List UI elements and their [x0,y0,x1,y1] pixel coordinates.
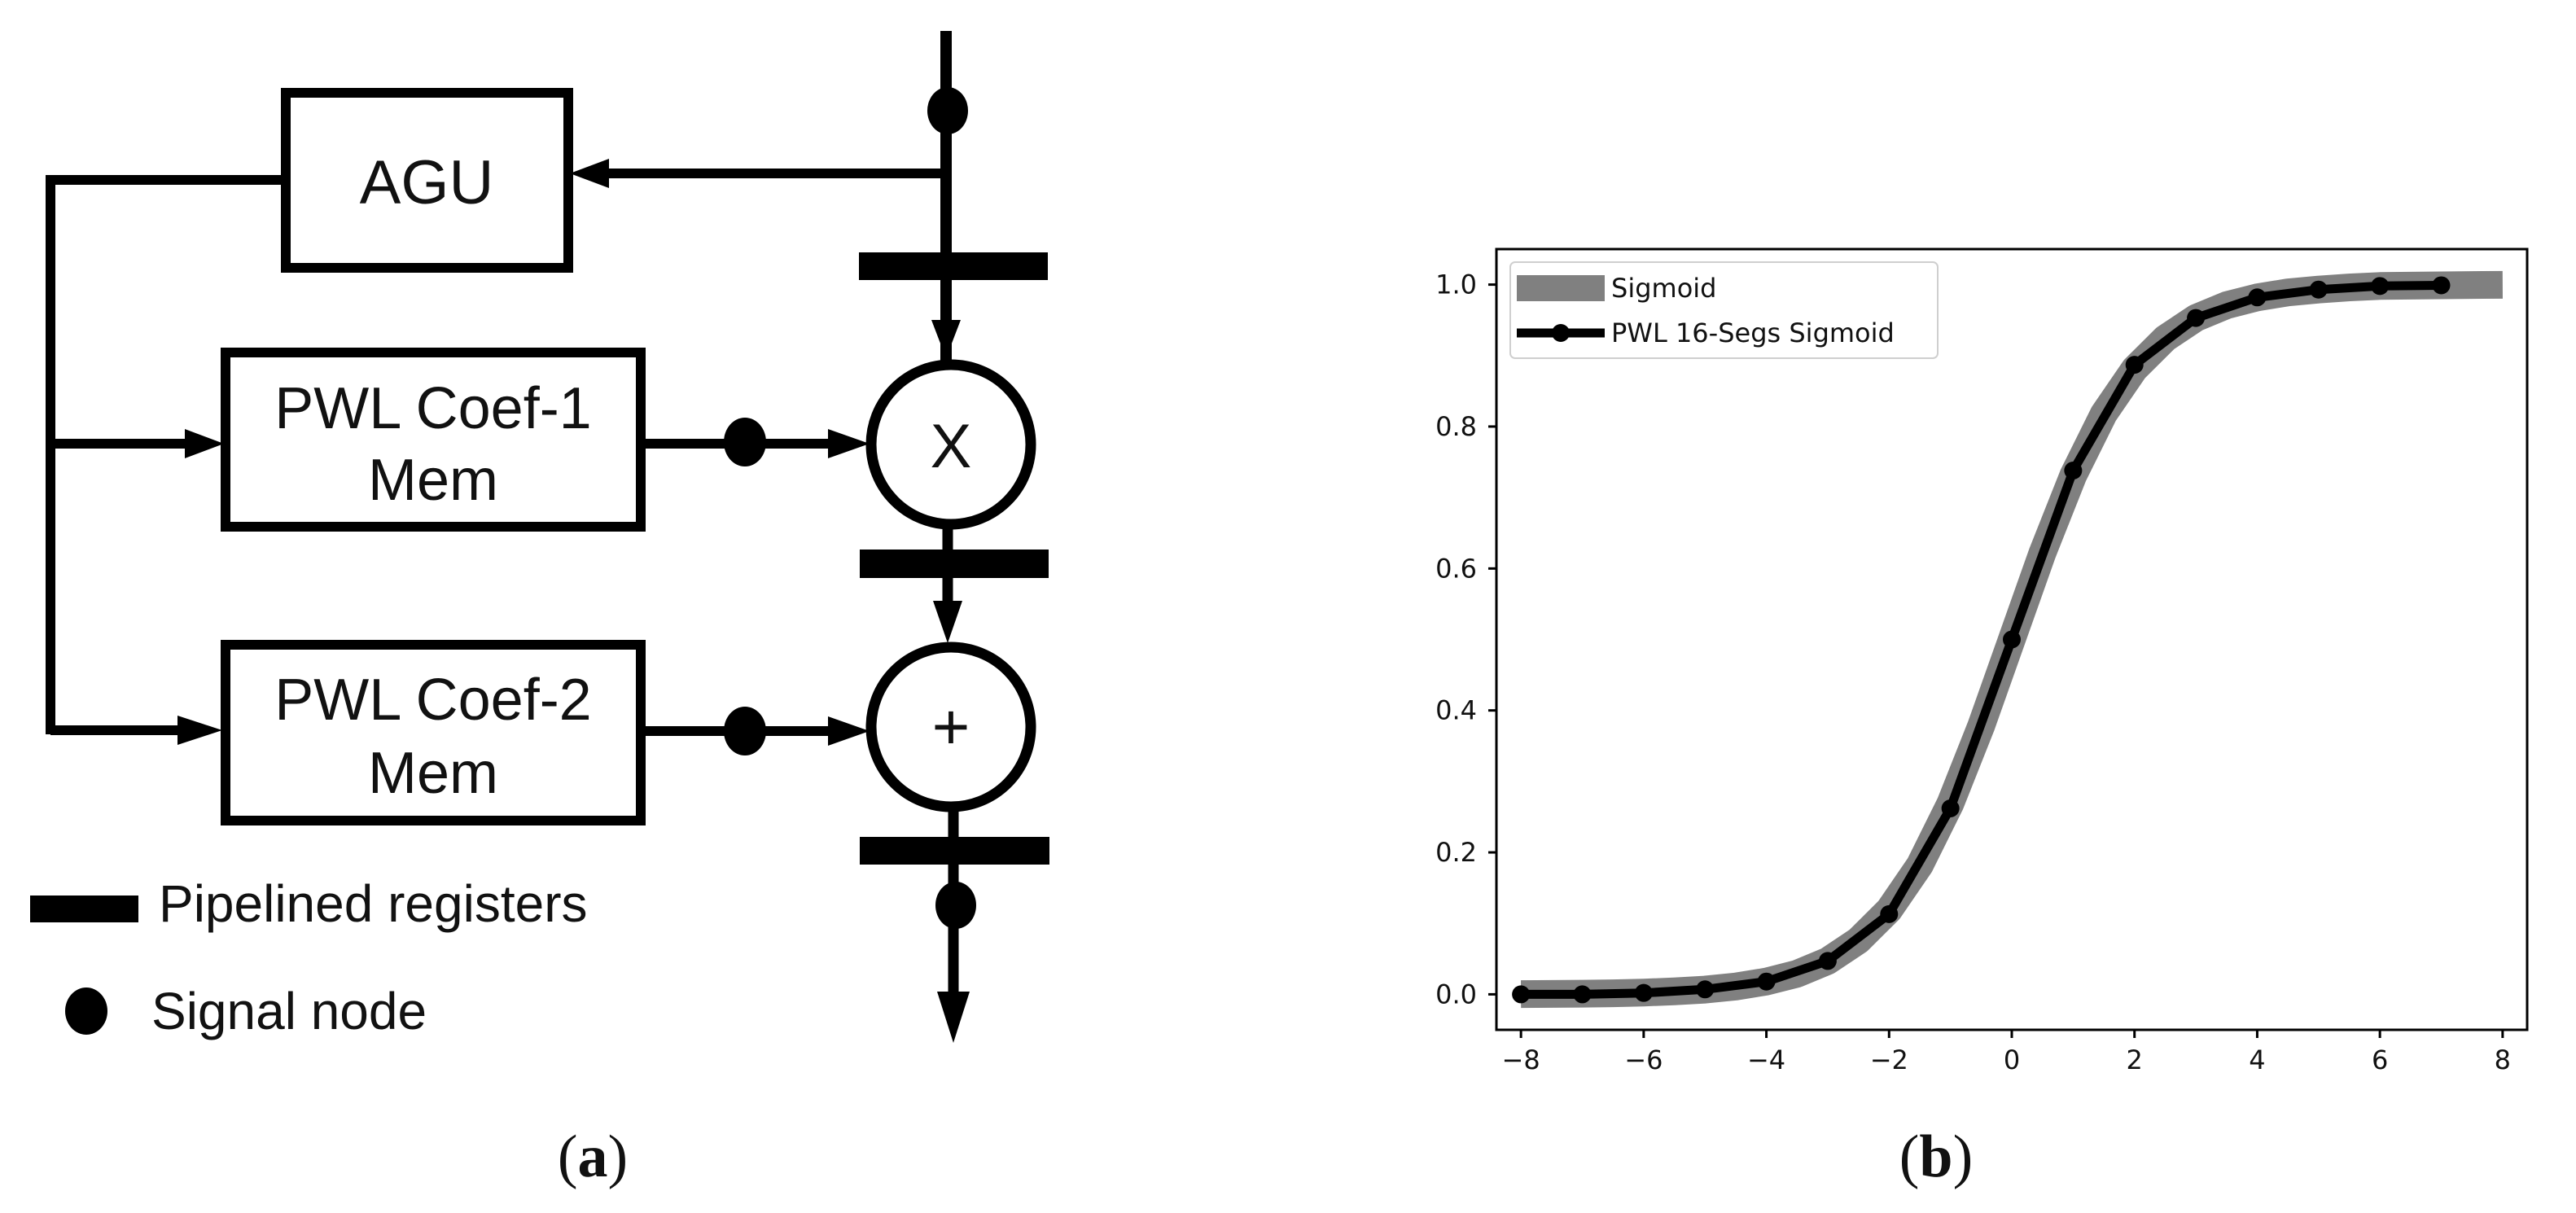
address-arrowhead-coef2 [177,716,222,745]
series-line-pwl [1521,281,2442,999]
multiplier-output-arrowhead [933,601,962,643]
pipeline-register-2 [860,550,1049,578]
chart-ticks-layer: −8 −6 −4 −2 0 2 4 6 8 0.0 0.2 0.4 0.6 0.8 1.0 [1435,269,2511,1075]
agu-feed-arrowhead [570,159,609,188]
legend-swatch-pwl-marker [1552,324,1570,342]
x-tick-label: −6 [1624,1044,1663,1075]
y-tick-label: 0.2 [1435,837,1477,868]
coef2-label-line1: PWL Coef-2 [274,668,591,733]
output-arrowhead [937,992,970,1043]
pwl-point-marker [1573,985,1592,1004]
pwl-point-marker [2309,280,2328,299]
legend-swatch-sigmoid [1517,275,1605,301]
y-tick-label: 0.6 [1435,553,1477,584]
y-tick-label: 0.0 [1435,979,1477,1009]
pwl-point-marker [2187,309,2206,327]
pwl-point-marker [1634,983,1653,1002]
x-tick-label: −2 [1870,1044,1908,1075]
panel-a-diagram: AGU PWL Coef-1 Mem X PWL Coef-2 Mem [30,31,1049,1190]
pwl-point-marker [2248,288,2267,307]
x-tick-label: −4 [1747,1044,1785,1075]
legend-node-swatch [65,987,107,1035]
pwl-point-marker [1941,799,1960,817]
signal-node-coef2 [724,707,766,755]
agu-label: AGU [360,148,494,217]
legend-register-swatch [30,896,138,922]
pwl-point-marker [1818,952,1837,970]
legend-box [1509,261,1939,359]
x-tick-label: 2 [2127,1044,2143,1075]
x-tick-label: 4 [2249,1044,2265,1075]
pwl-point-marker [2064,462,2083,480]
pwl-point-marker [2432,276,2451,295]
signal-node-top [927,87,968,134]
panel-b-caption: (b) [1899,1123,1973,1190]
panel-b-chart: −8 −6 −4 −2 0 2 4 6 8 0.0 0.2 0.4 0.6 0.8 1.0 Sigmoid P… [1435,247,2529,1190]
x-tick-label: 8 [2495,1044,2511,1075]
pwl-point-marker [1696,980,1715,999]
legend-label: PWL 16-Segs Sigmoid [1611,317,1895,348]
chart-legend: Sigmoid PWL 16-Segs Sigmoid [1509,261,1939,359]
pwl-point-marker [2003,630,2021,649]
pipeline-register-3 [860,837,1049,865]
coef2-output-arrowhead [828,716,870,746]
address-arrowhead-coef1 [185,429,224,458]
y-tick-label: 1.0 [1435,269,1477,300]
legend-node-label: Signal node [151,982,427,1040]
pwl-point-marker [2371,277,2390,296]
pipeline-register-1 [859,252,1048,280]
pwl-point-marker [1512,985,1531,1004]
pwl-point-marker [2125,356,2144,374]
input-arrowhead [931,320,961,358]
coef1-label-line1: PWL Coef-1 [274,376,591,441]
pwl-point-marker [1757,972,1776,991]
signal-node-coef1 [724,418,766,466]
signal-node-output [935,882,976,929]
x-tick-label: 6 [2372,1044,2388,1075]
chart-series-layer [1512,270,2503,1009]
coef1-output-arrowhead [828,429,870,458]
y-tick-label: 0.4 [1435,695,1477,726]
y-tick-label: 0.8 [1435,411,1477,442]
legend-register-label: Pipelined registers [159,874,588,933]
x-tick-label: 0 [2004,1044,2020,1075]
add-operator: + [932,690,970,763]
panel-a-caption: (a) [558,1123,628,1190]
legend-label: Sigmoid [1611,273,1716,304]
coef2-label-line2: Mem [368,741,498,806]
x-tick-label: −8 [1502,1044,1540,1075]
coef1-label-line2: Mem [368,448,498,513]
multiply-operator: X [931,412,972,481]
pwl-point-marker [1880,904,1899,923]
